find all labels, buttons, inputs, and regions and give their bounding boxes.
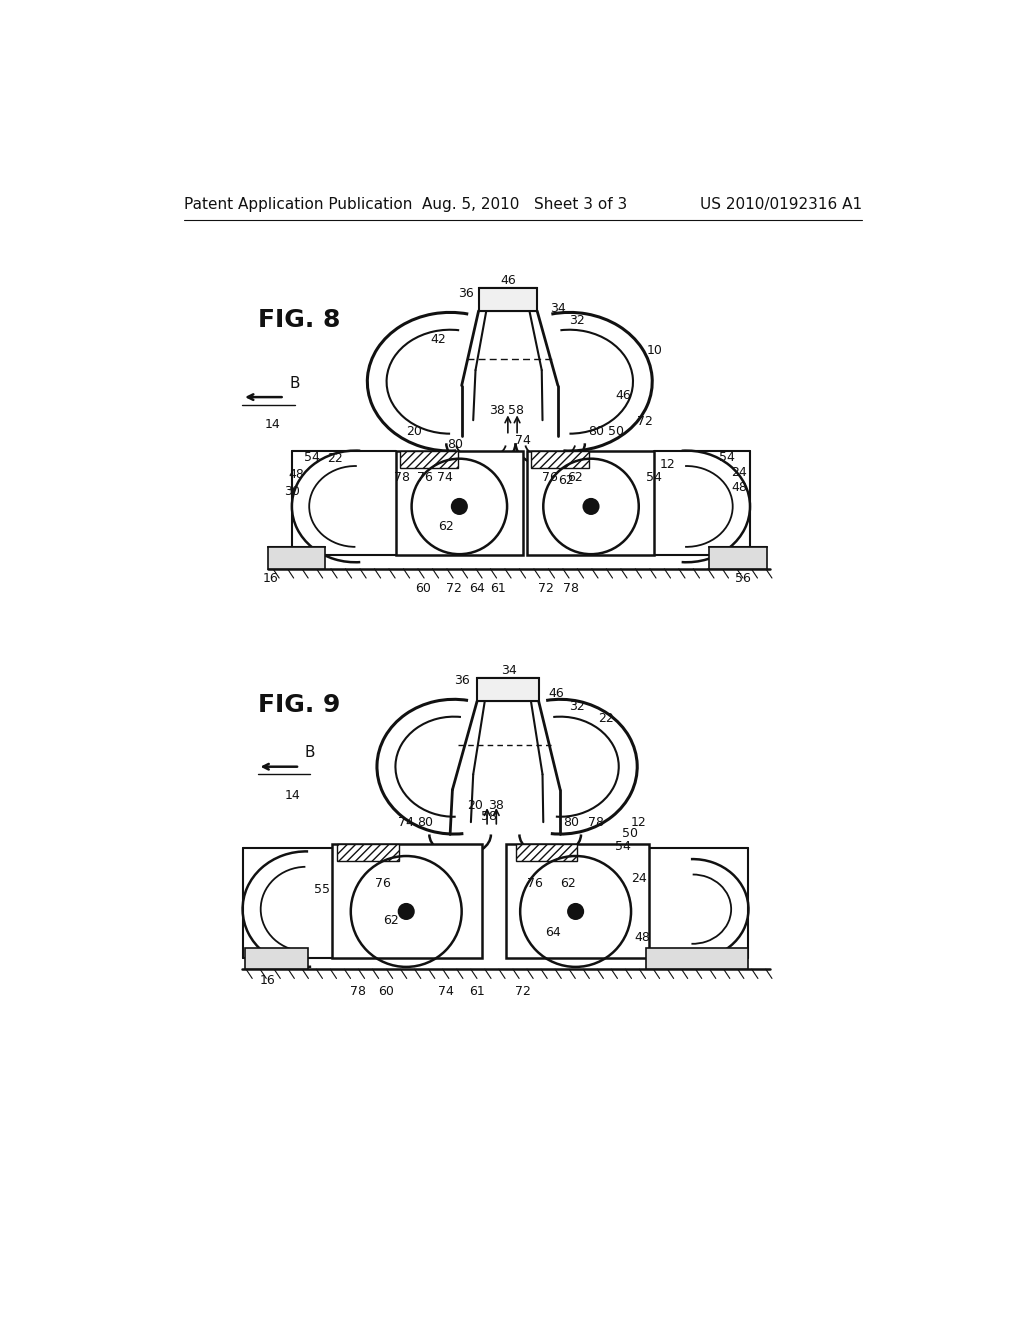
Text: 62: 62: [567, 471, 583, 484]
Text: 32: 32: [569, 314, 585, 326]
Text: 74: 74: [437, 471, 453, 484]
Text: 78: 78: [350, 985, 366, 998]
Text: 42: 42: [431, 333, 446, 346]
Text: 54: 54: [720, 450, 735, 463]
Text: 76: 76: [375, 878, 391, 890]
Text: 32: 32: [569, 700, 585, 713]
Text: 62: 62: [560, 878, 575, 890]
Text: 14: 14: [265, 417, 281, 430]
Text: 12: 12: [631, 816, 646, 829]
Bar: [267, 548, 326, 569]
Text: 60: 60: [378, 985, 394, 998]
Text: 62: 62: [383, 915, 398, 927]
Text: 72: 72: [515, 985, 531, 998]
Text: 80: 80: [447, 438, 464, 451]
Text: 34: 34: [550, 302, 566, 315]
Text: 16: 16: [260, 974, 275, 987]
Text: 48: 48: [288, 467, 304, 480]
Text: 78: 78: [563, 582, 579, 594]
Text: 50: 50: [622, 828, 638, 841]
Text: FIG. 9: FIG. 9: [258, 693, 340, 717]
Text: 76: 76: [543, 471, 558, 484]
Text: 80: 80: [418, 816, 433, 829]
Text: FIG. 8: FIG. 8: [258, 308, 340, 333]
Text: 62: 62: [558, 474, 573, 487]
Text: 36: 36: [458, 286, 473, 300]
Text: 50: 50: [607, 425, 624, 438]
Bar: [478, 288, 538, 312]
Text: 14: 14: [285, 789, 300, 803]
Text: 78: 78: [393, 471, 410, 484]
Text: 74: 74: [515, 434, 531, 447]
Text: 38: 38: [489, 404, 505, 417]
Bar: [515, 843, 578, 861]
Bar: [709, 548, 767, 569]
Text: 64: 64: [469, 582, 485, 594]
Text: 55: 55: [313, 883, 330, 896]
Bar: [527, 451, 654, 554]
Text: 54: 54: [615, 840, 632, 853]
Text: 30: 30: [285, 484, 300, 498]
Text: 46: 46: [500, 273, 516, 286]
Text: 46: 46: [615, 389, 631, 403]
Text: 58: 58: [480, 810, 497, 824]
Text: 61: 61: [489, 582, 506, 594]
Text: 72: 72: [539, 582, 554, 594]
Text: 16: 16: [263, 573, 279, 585]
Text: 61: 61: [469, 985, 485, 998]
Bar: [506, 843, 649, 958]
Text: Patent Application Publication: Patent Application Publication: [184, 197, 413, 213]
Text: 20: 20: [406, 425, 422, 438]
Bar: [531, 451, 589, 469]
Text: 12: 12: [660, 458, 676, 471]
Bar: [477, 678, 539, 701]
Bar: [333, 843, 482, 958]
Text: 78: 78: [589, 816, 604, 829]
Text: 80: 80: [563, 816, 579, 829]
Text: 48: 48: [731, 482, 746, 495]
Text: 22: 22: [599, 713, 614, 726]
Text: 80: 80: [588, 425, 603, 438]
Text: 22: 22: [327, 453, 342, 465]
Text: 38: 38: [488, 799, 504, 812]
Text: 76: 76: [417, 471, 432, 484]
Circle shape: [568, 904, 584, 919]
Circle shape: [584, 499, 599, 515]
Text: 20: 20: [468, 799, 483, 812]
Bar: [400, 451, 458, 469]
Text: 72: 72: [446, 582, 462, 594]
Text: 62: 62: [438, 520, 454, 533]
Text: 58: 58: [508, 404, 523, 417]
Text: 10: 10: [646, 345, 663, 358]
Text: 60: 60: [415, 582, 431, 594]
Text: 54: 54: [303, 450, 319, 463]
Text: 72: 72: [637, 416, 653, 428]
Text: US 2010/0192316 A1: US 2010/0192316 A1: [700, 197, 862, 213]
Text: 48: 48: [635, 931, 650, 944]
Text: 24: 24: [731, 466, 746, 479]
Bar: [396, 451, 523, 554]
Text: 34: 34: [502, 664, 517, 677]
Circle shape: [398, 904, 414, 919]
Bar: [646, 948, 749, 969]
Text: 74: 74: [438, 985, 455, 998]
Text: 64: 64: [545, 925, 560, 939]
Text: 56: 56: [735, 573, 751, 585]
Text: B: B: [290, 376, 300, 391]
Text: 76: 76: [527, 878, 543, 890]
Text: 54: 54: [646, 471, 663, 484]
Text: 74: 74: [398, 816, 414, 829]
Bar: [337, 843, 398, 861]
Circle shape: [452, 499, 467, 515]
Text: 24: 24: [631, 871, 646, 884]
Text: 36: 36: [454, 675, 470, 686]
Text: Aug. 5, 2010   Sheet 3 of 3: Aug. 5, 2010 Sheet 3 of 3: [422, 197, 628, 213]
Bar: [245, 948, 307, 969]
Text: B: B: [305, 746, 315, 760]
Text: 46: 46: [549, 686, 564, 700]
